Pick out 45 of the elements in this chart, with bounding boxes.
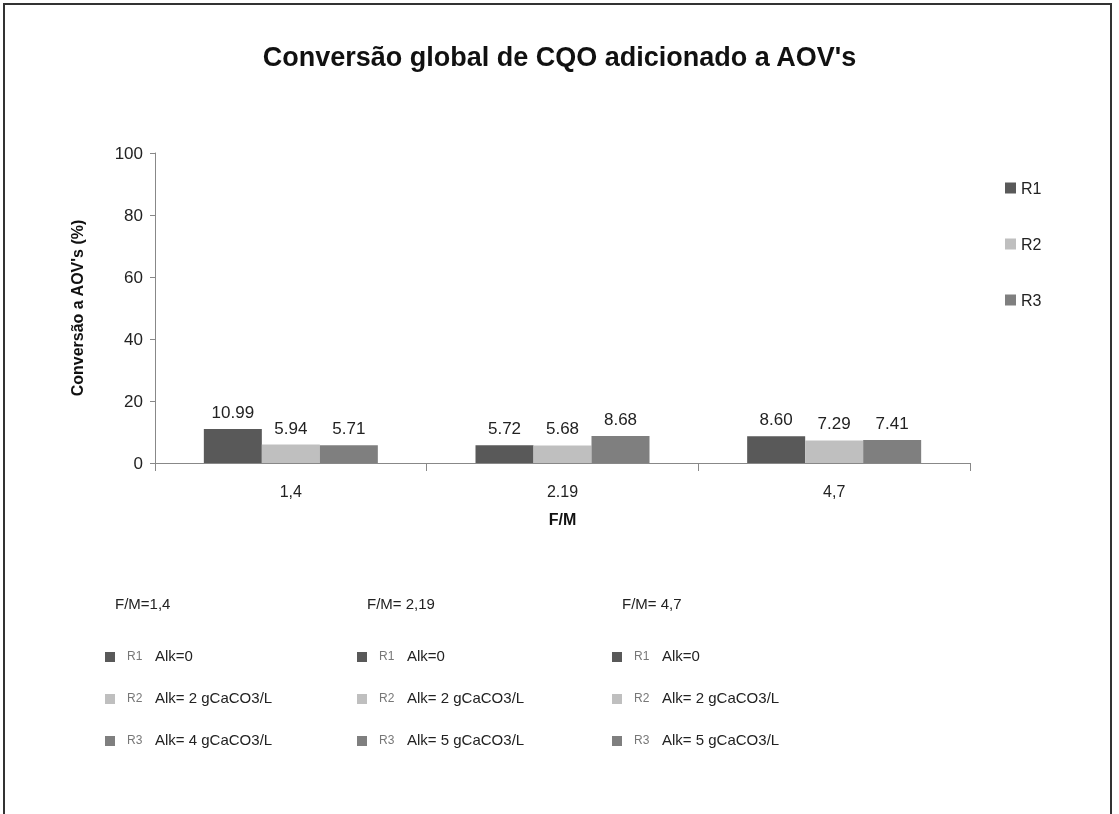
y-axis-title: Conversão a AOV's (%) <box>68 219 86 397</box>
legend-label: R3 <box>1021 291 1042 309</box>
data-label: 8.60 <box>759 410 793 430</box>
text: R3 <box>379 733 395 747</box>
y-tick-label: 40 <box>124 329 143 349</box>
text: R1 <box>127 649 143 663</box>
legend-label: R2 <box>1021 235 1042 253</box>
x-tick-label: 1,4 <box>279 482 303 500</box>
data-label: 5.94 <box>274 418 308 438</box>
text: Alk= 2 gCaCO3/L <box>662 689 780 706</box>
data-label: 7.29 <box>817 414 851 434</box>
data-label: 10.99 <box>211 402 255 422</box>
text: Alk= 4 gCaCO3/L <box>155 731 273 748</box>
text: Alk= 5 gCaCO3/L <box>407 731 525 748</box>
text: Alk= 2 gCaCO3/L <box>407 689 525 706</box>
x-tick-label: 4,7 <box>823 482 846 500</box>
x-tick-label: 2.19 <box>546 482 579 500</box>
text: R1 <box>634 649 650 663</box>
text: Alk= 5 gCaCO3/L <box>662 731 780 748</box>
text: F/M=1,4 <box>115 595 171 612</box>
text: Alk=0 <box>407 647 445 664</box>
text: F/M= 4,7 <box>622 595 682 612</box>
text: F/M= 2,19 <box>367 595 435 612</box>
y-tick-label: 20 <box>124 391 143 411</box>
text: Alk=0 <box>155 647 193 664</box>
text: Alk=0 <box>662 647 700 664</box>
text: Alk= 2 gCaCO3/L <box>155 689 273 706</box>
y-tick-label: 80 <box>124 205 143 225</box>
legend-label: R1 <box>1021 179 1042 197</box>
text: R2 <box>379 691 395 705</box>
text: R3 <box>127 733 143 747</box>
data-label: 5.72 <box>487 419 522 439</box>
text: R2 <box>634 691 650 705</box>
data-label: 7.41 <box>875 414 909 434</box>
y-tick-label: 0 <box>133 453 143 473</box>
text: R3 <box>634 733 650 747</box>
data-label: 5.71 <box>332 419 366 439</box>
data-label: 8.68 <box>603 410 638 430</box>
text: R2 <box>127 691 143 705</box>
text: R1 <box>379 649 395 663</box>
x-axis-title: F/M <box>548 510 577 528</box>
chart-title: Conversão global de CQO adicionado a AOV's <box>262 41 857 72</box>
y-tick-label: 100 <box>114 143 143 163</box>
y-tick-label: 60 <box>124 267 143 287</box>
data-label: 5.68 <box>545 419 580 439</box>
